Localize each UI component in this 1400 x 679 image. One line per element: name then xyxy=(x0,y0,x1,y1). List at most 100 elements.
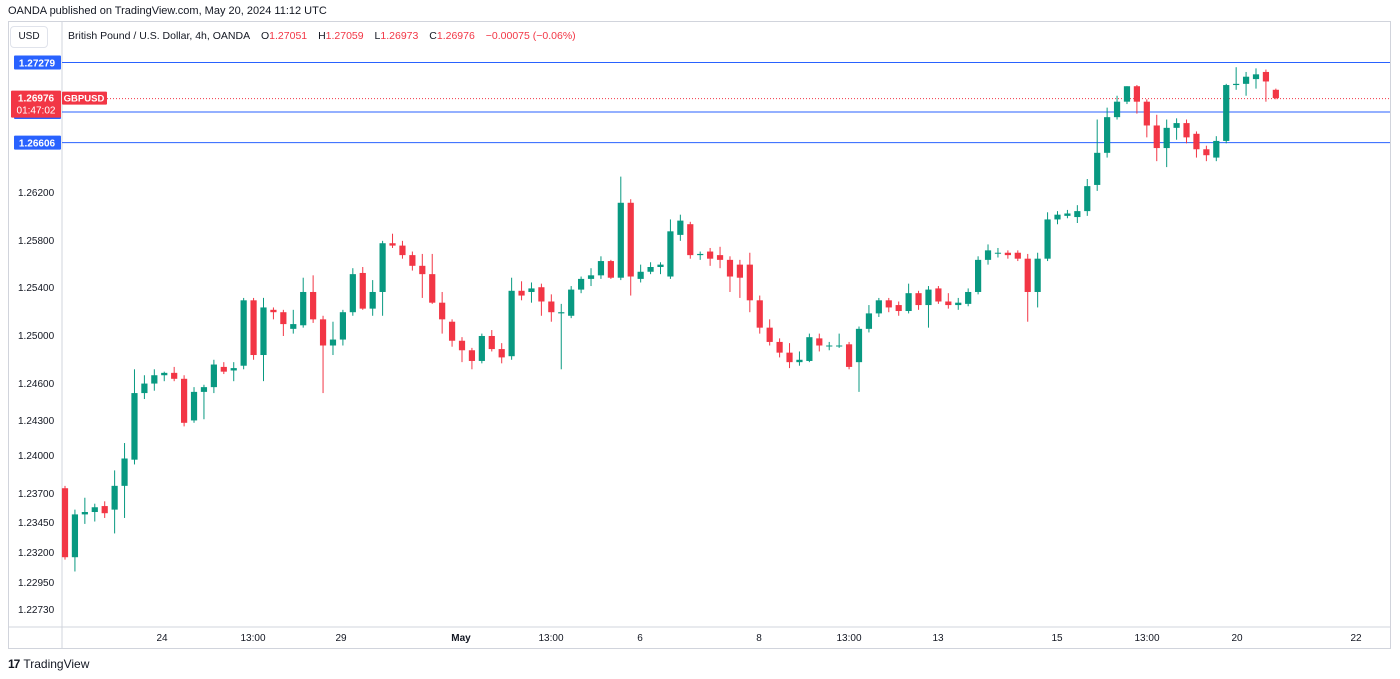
candle-body xyxy=(1262,71,1270,82)
candle-body xyxy=(1034,258,1041,292)
candle-body xyxy=(657,264,664,268)
brand-name: TradingView xyxy=(23,657,90,671)
candle-body xyxy=(439,302,446,320)
candle-body xyxy=(707,251,714,259)
candle-body xyxy=(1054,214,1061,220)
candle-body xyxy=(1123,86,1131,102)
candle-body xyxy=(607,261,614,278)
candle-body xyxy=(806,337,813,361)
level-price-label: 1.26606 xyxy=(19,139,56,150)
candle-body xyxy=(91,507,98,513)
candle-body xyxy=(518,290,525,296)
currency-button[interactable]: USD xyxy=(10,26,48,48)
time-tick-label: 13:00 xyxy=(836,633,861,644)
candle-body xyxy=(71,514,79,558)
time-tick-label: 13:00 xyxy=(240,633,265,644)
high-value: 1.27059 xyxy=(325,30,364,42)
symbol-tag xyxy=(62,91,107,105)
price-tick-label: 1.23200 xyxy=(18,548,55,559)
symbol-tag-label: GBPUSD xyxy=(64,94,105,105)
candle-body xyxy=(716,255,724,260)
candle-body xyxy=(935,288,942,302)
candle-body xyxy=(855,328,863,363)
candle-body xyxy=(488,335,495,350)
price-tick-label: 1.22950 xyxy=(18,578,55,589)
candle-body xyxy=(81,512,88,515)
candle-body xyxy=(190,391,198,421)
candle-body xyxy=(61,488,69,558)
candle-body xyxy=(756,300,763,328)
time-tick-label: 13 xyxy=(932,633,944,644)
price-tick-label: 1.24600 xyxy=(18,379,55,390)
candle-body xyxy=(965,291,972,304)
time-tick-label: 8 xyxy=(756,633,762,644)
low-value: 1.26973 xyxy=(380,30,419,42)
candle-body xyxy=(200,387,208,392)
candle-body xyxy=(260,307,267,356)
candle-body xyxy=(597,261,605,276)
chart-frame xyxy=(8,21,1391,649)
candle-body xyxy=(508,290,515,357)
candle-body xyxy=(1163,127,1170,149)
time-tick-label: May xyxy=(451,633,471,644)
candle-body xyxy=(290,324,297,329)
candle-body xyxy=(1223,85,1230,141)
candle-body xyxy=(458,340,466,351)
candle-body xyxy=(1024,258,1031,292)
candle-body xyxy=(816,338,823,346)
candle-body xyxy=(111,485,118,510)
candle-body xyxy=(498,349,505,358)
close-value: 1.26976 xyxy=(436,30,475,42)
time-tick-label: 13:00 xyxy=(538,633,563,644)
candle-body xyxy=(558,312,565,314)
candle-body xyxy=(1242,76,1250,84)
symbol-legend: British Pound / U.S. Dollar, 4h, OANDA O… xyxy=(68,30,576,42)
candle-body xyxy=(746,264,753,301)
candle-body xyxy=(955,302,962,306)
candle-body xyxy=(1143,101,1150,126)
price-tick-label: 1.26200 xyxy=(18,188,55,199)
candle-body xyxy=(240,300,247,366)
candle-body xyxy=(975,259,982,292)
bar-countdown-label: 01:47:02 xyxy=(17,106,56,117)
candle-body xyxy=(736,264,743,278)
candle-body xyxy=(568,289,575,316)
candle-body xyxy=(1064,213,1071,216)
time-tick-label: 15 xyxy=(1051,633,1063,644)
candle-body xyxy=(915,293,922,306)
candle-body xyxy=(627,202,634,277)
time-tick-label: 13:00 xyxy=(1134,633,1159,644)
candle-body xyxy=(250,300,257,356)
candle-body xyxy=(141,383,148,394)
candle-body xyxy=(984,250,992,260)
candle-body xyxy=(310,291,317,320)
time-tick-label: 6 xyxy=(637,633,643,644)
candle-body xyxy=(339,312,346,340)
candle-body xyxy=(578,278,585,290)
price-tick-label: 1.25400 xyxy=(18,283,55,294)
level-price-tag xyxy=(14,55,61,70)
candle-body xyxy=(538,287,545,302)
candle-body xyxy=(875,300,882,314)
candle-body xyxy=(359,272,366,309)
close-label: C xyxy=(429,30,437,42)
price-tick-label: 1.23700 xyxy=(18,489,55,500)
candle-body xyxy=(1173,123,1180,128)
level-price-tag xyxy=(14,135,61,150)
candle-body xyxy=(1014,252,1021,259)
open-label: O xyxy=(261,30,270,42)
time-tick-label: 29 xyxy=(335,633,347,644)
tradingview-logo-icon: 17 xyxy=(8,657,20,671)
candle-body xyxy=(230,368,237,371)
tradingview-brand[interactable]: 17 TradingView xyxy=(8,657,89,671)
candle-body xyxy=(895,305,902,312)
candle-body xyxy=(1084,186,1091,212)
candle-body xyxy=(1233,83,1240,86)
candle-body xyxy=(528,288,535,292)
candle-body xyxy=(647,267,654,272)
candle-body xyxy=(389,243,396,246)
candle-body xyxy=(786,352,793,363)
candle-body xyxy=(796,359,803,363)
candle-body xyxy=(925,289,932,306)
